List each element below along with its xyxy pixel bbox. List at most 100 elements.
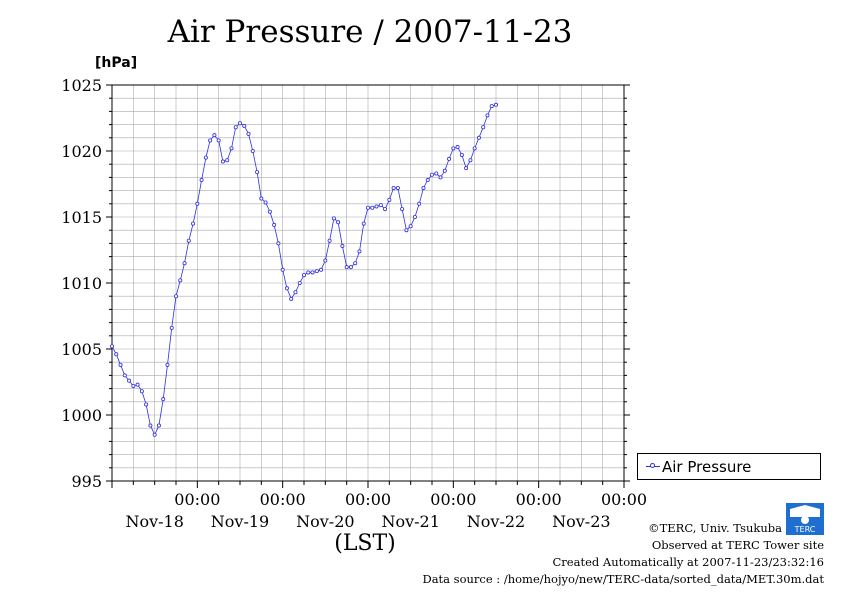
data-point — [493, 102, 498, 107]
legend-label: Air Pressure — [662, 458, 752, 476]
data-point — [451, 146, 456, 151]
data-point — [391, 185, 396, 190]
footer-source: Data source : /home/hojyo/new/TERC-data/… — [422, 572, 824, 586]
data-point — [425, 178, 430, 183]
y-axis-unit: [hPa] — [95, 55, 138, 71]
data-point — [148, 423, 153, 428]
data-point — [250, 148, 255, 153]
data-point — [242, 123, 247, 128]
x-tick-label-date: Nov-20 — [296, 512, 354, 531]
data-point — [229, 146, 234, 151]
data-point — [327, 238, 332, 243]
x-tick-label-date: Nov-21 — [381, 512, 439, 531]
x-tick-label-time: 00:00 — [516, 490, 562, 509]
data-point — [340, 244, 345, 249]
y-tick-label: 1010 — [61, 274, 102, 293]
data-point — [438, 175, 443, 180]
data-point — [110, 344, 115, 349]
data-point — [447, 156, 452, 161]
y-tick-label: 995 — [71, 472, 102, 491]
data-point — [203, 155, 208, 160]
data-point — [191, 221, 196, 226]
data-point — [246, 131, 251, 136]
data-point — [323, 258, 328, 263]
data-point — [429, 172, 434, 177]
data-point — [310, 270, 315, 275]
data-point — [237, 121, 242, 126]
data-point — [353, 261, 358, 266]
data-point — [267, 209, 272, 214]
data-point — [212, 133, 217, 138]
data-point — [233, 125, 238, 130]
logo-text: TERC — [794, 525, 816, 534]
data-point — [412, 214, 417, 219]
data-point — [139, 389, 144, 394]
footer-created: Created Automatically at 2007-11-23/23:3… — [552, 555, 825, 569]
data-point — [293, 290, 298, 295]
data-point — [284, 286, 289, 291]
data-point — [114, 352, 119, 357]
data-point — [263, 200, 268, 205]
data-point — [455, 145, 460, 150]
data-point — [378, 203, 383, 208]
terc-logo-icon: TERC — [786, 503, 824, 535]
x-axis-label: (LST) — [334, 531, 396, 556]
data-point — [216, 138, 221, 143]
data-point — [344, 265, 349, 270]
data-point — [208, 138, 213, 143]
data-point — [370, 205, 375, 210]
data-point — [199, 178, 204, 183]
x-tick-label-time: 00:00 — [430, 490, 476, 509]
data-point — [365, 205, 370, 210]
gridlines — [112, 85, 624, 481]
x-tick-label-time: 00:00 — [601, 490, 647, 509]
data-point — [289, 296, 294, 301]
x-tick-label-time: 00:00 — [174, 490, 220, 509]
data-point — [442, 168, 447, 173]
legend-marker-swatch — [650, 463, 655, 468]
data-point — [306, 270, 311, 275]
data-point — [280, 267, 285, 272]
data-point — [169, 325, 174, 330]
data-point — [173, 294, 178, 299]
data-point — [319, 267, 324, 272]
data-point — [297, 280, 302, 285]
data-point — [276, 241, 281, 246]
y-tick-label: 1015 — [61, 208, 102, 227]
data-point — [459, 152, 464, 157]
data-point — [301, 273, 306, 278]
legend: Air Pressure — [637, 453, 821, 480]
x-tick-label-date: Nov-22 — [467, 512, 525, 531]
data-point — [421, 185, 426, 190]
data-point — [220, 159, 225, 164]
data-point — [464, 166, 469, 171]
data-point — [314, 269, 319, 274]
data-point — [195, 201, 200, 206]
data-point — [485, 113, 490, 118]
data-point — [357, 249, 362, 254]
y-tick-label: 1025 — [61, 76, 102, 95]
data-point — [272, 222, 277, 227]
data-point — [383, 207, 388, 212]
data-point — [127, 378, 132, 383]
data-point — [417, 201, 422, 206]
footer-observed: Observed at TERC Tower site — [651, 538, 824, 552]
data-point — [186, 238, 191, 243]
data-point — [489, 104, 494, 109]
data-point — [387, 197, 392, 202]
x-tick-label-time: 00:00 — [345, 490, 391, 509]
x-tick-label-date: Nov-18 — [125, 512, 183, 531]
data-point — [161, 397, 166, 402]
data-point — [476, 135, 481, 140]
footer-copyright: ©TERC, Univ. Tsukuba — [648, 521, 782, 535]
data-point — [404, 228, 409, 233]
data-point — [336, 220, 341, 225]
x-tick-label-date: Nov-23 — [552, 512, 610, 531]
data-point — [156, 423, 161, 428]
data-point — [434, 171, 439, 176]
data-point — [178, 278, 183, 283]
data-point — [144, 402, 149, 407]
y-tick-label: 1000 — [61, 406, 102, 425]
data-point — [255, 170, 260, 175]
